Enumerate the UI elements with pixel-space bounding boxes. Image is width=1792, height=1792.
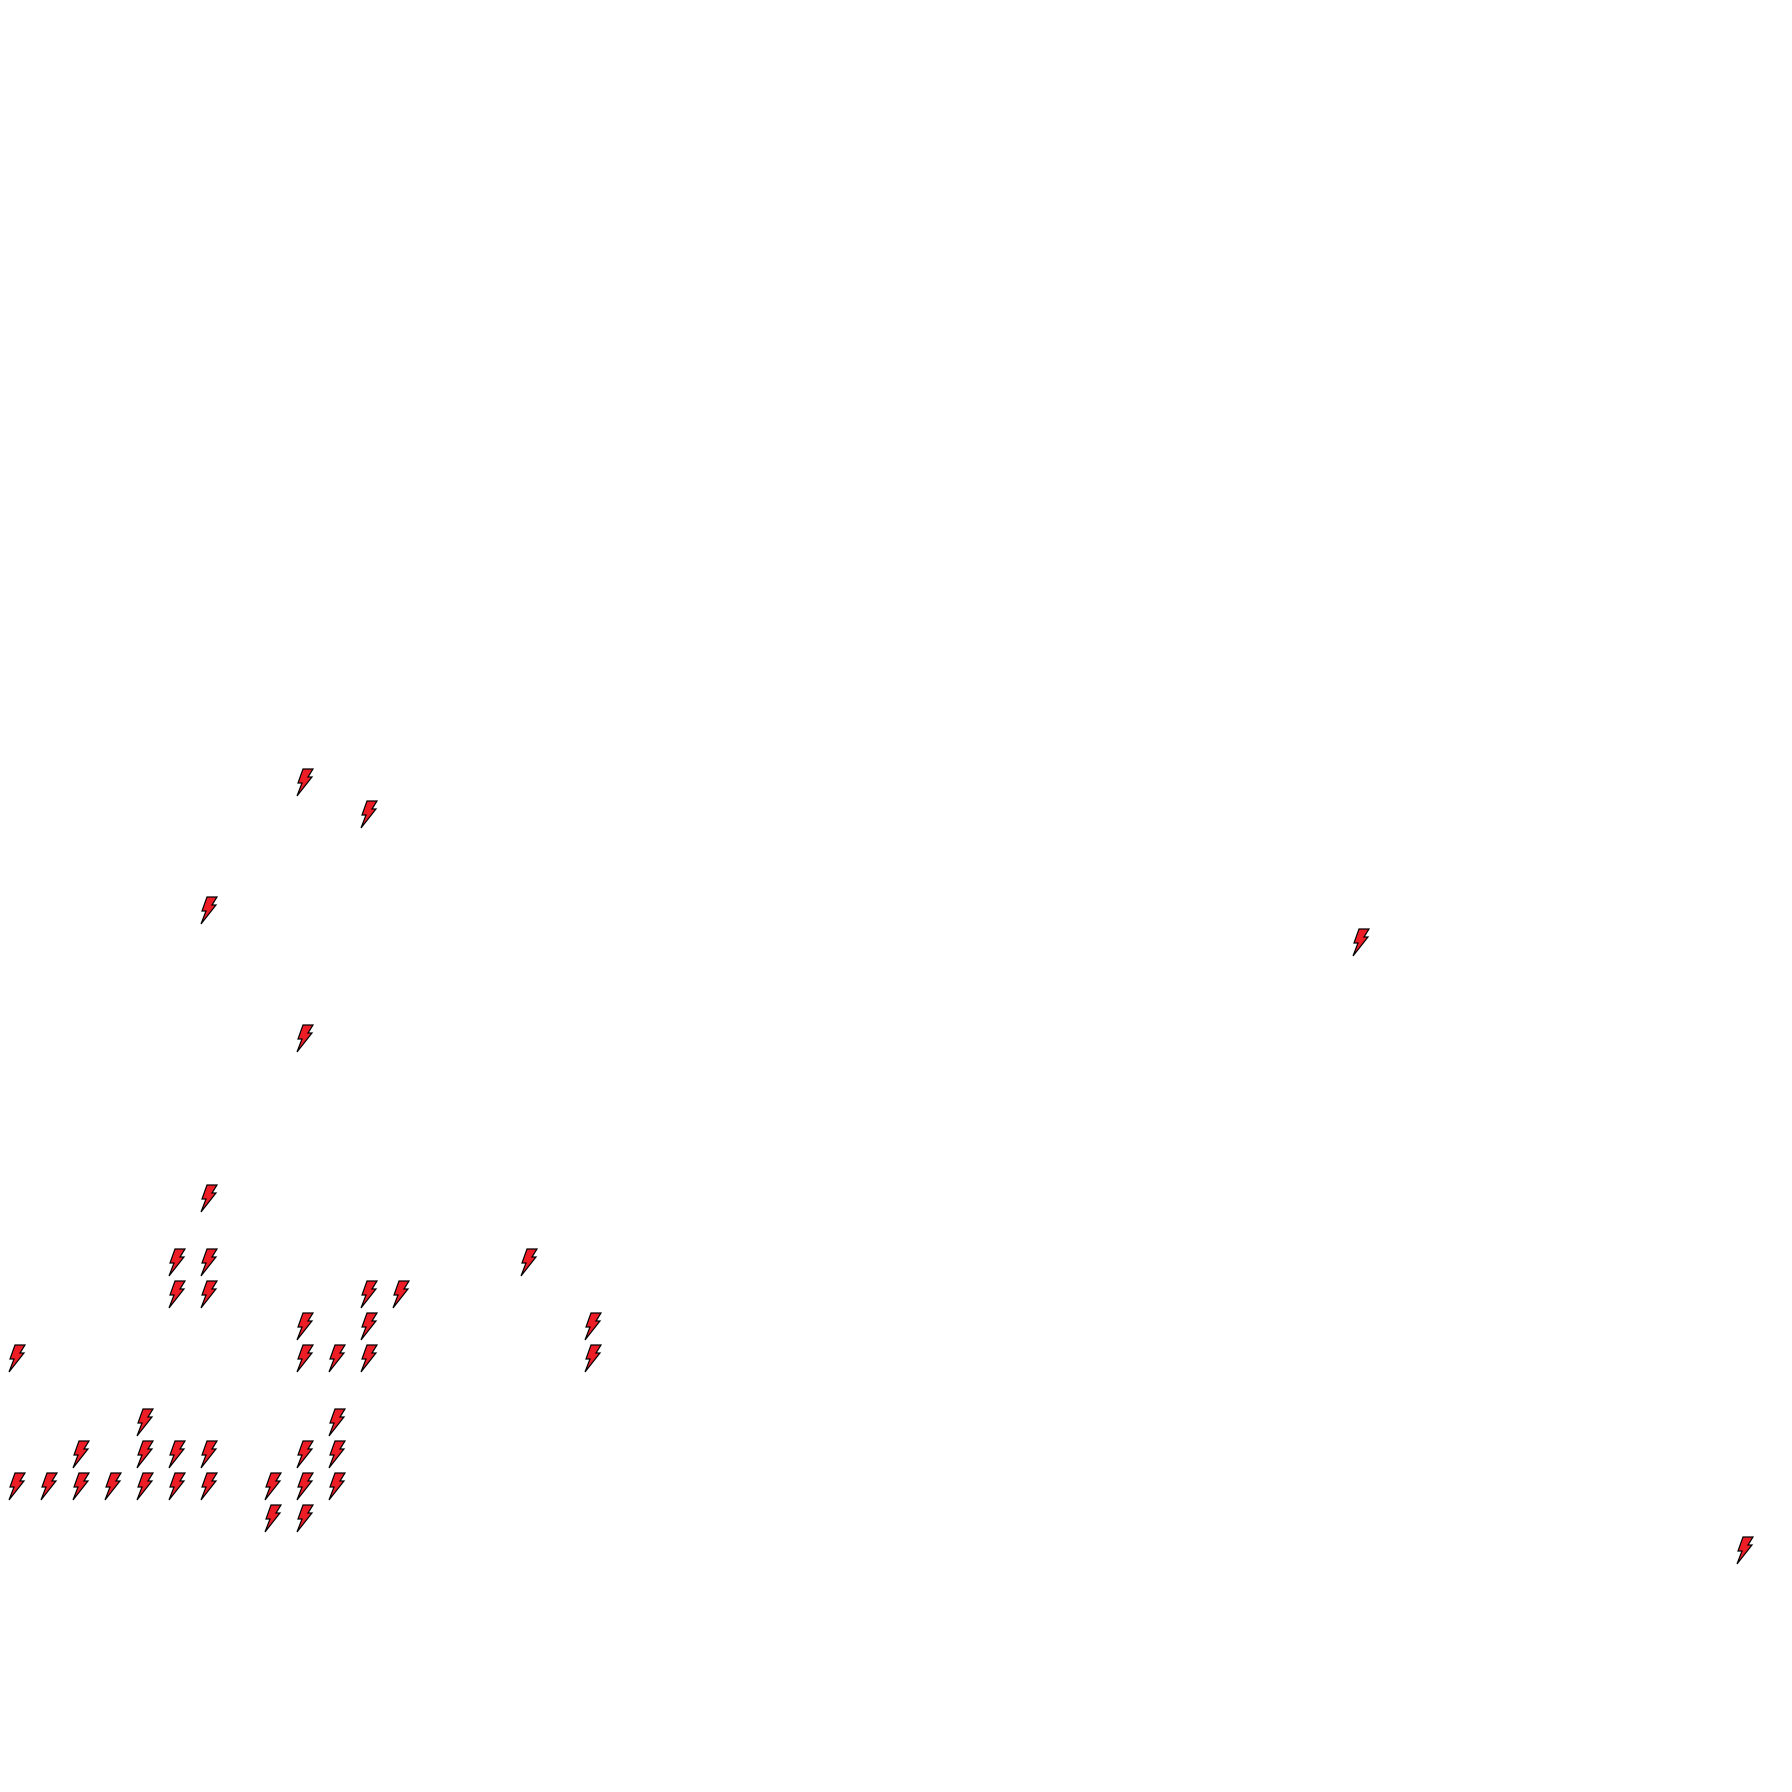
lightning-bolt-icon[interactable]	[199, 1472, 219, 1502]
lightning-bolt-icon[interactable]	[199, 896, 219, 926]
lightning-bolt-icon[interactable]	[1735, 1536, 1755, 1566]
lightning-bolt-icon[interactable]	[359, 1280, 379, 1310]
lightning-bolt-icon[interactable]	[391, 1280, 411, 1310]
lightning-bolt-icon[interactable]	[295, 1312, 315, 1342]
lightning-bolt-icon[interactable]	[103, 1472, 123, 1502]
lightning-bolt-icon[interactable]	[327, 1472, 347, 1502]
lightning-bolt-icon[interactable]	[167, 1248, 187, 1278]
lightning-bolt-icon[interactable]	[7, 1472, 27, 1502]
lightning-bolt-icon[interactable]	[167, 1440, 187, 1470]
lightning-bolt-icon[interactable]	[583, 1312, 603, 1342]
lightning-bolt-icon[interactable]	[359, 800, 379, 830]
lightning-bolt-icon[interactable]	[295, 1344, 315, 1374]
lightning-bolt-icon[interactable]	[135, 1472, 155, 1502]
lightning-bolt-icon[interactable]	[263, 1472, 283, 1502]
lightning-bolt-icon[interactable]	[199, 1280, 219, 1310]
lightning-bolt-icon[interactable]	[167, 1280, 187, 1310]
lightning-bolt-icon[interactable]	[327, 1408, 347, 1438]
lightning-bolt-icon[interactable]	[71, 1472, 91, 1502]
lightning-bolt-icon[interactable]	[327, 1344, 347, 1374]
lightning-bolt-icon[interactable]	[263, 1504, 283, 1534]
lightning-bolt-icon[interactable]	[71, 1440, 91, 1470]
lightning-bolt-icon[interactable]	[199, 1440, 219, 1470]
lightning-bolt-icon[interactable]	[295, 768, 315, 798]
lightning-bolt-icon[interactable]	[295, 1504, 315, 1534]
lightning-bolt-icon[interactable]	[583, 1344, 603, 1374]
lightning-bolt-icon[interactable]	[295, 1440, 315, 1470]
lightning-bolt-icon[interactable]	[39, 1472, 59, 1502]
lightning-bolt-icon[interactable]	[135, 1440, 155, 1470]
lightning-bolt-icon[interactable]	[135, 1408, 155, 1438]
lightning-bolt-icon[interactable]	[199, 1248, 219, 1278]
lightning-bolt-icon[interactable]	[359, 1312, 379, 1342]
lightning-bolt-icon[interactable]	[199, 1184, 219, 1214]
lightning-bolt-icon[interactable]	[167, 1472, 187, 1502]
lightning-bolt-icon[interactable]	[359, 1344, 379, 1374]
lightning-bolt-icon[interactable]	[1351, 928, 1371, 958]
lightning-bolt-icon[interactable]	[7, 1344, 27, 1374]
lightning-bolt-icon[interactable]	[519, 1248, 539, 1278]
lightning-bolt-icon[interactable]	[295, 1472, 315, 1502]
lightning-bolt-icon[interactable]	[327, 1440, 347, 1470]
lightning-bolt-icon[interactable]	[295, 1024, 315, 1054]
